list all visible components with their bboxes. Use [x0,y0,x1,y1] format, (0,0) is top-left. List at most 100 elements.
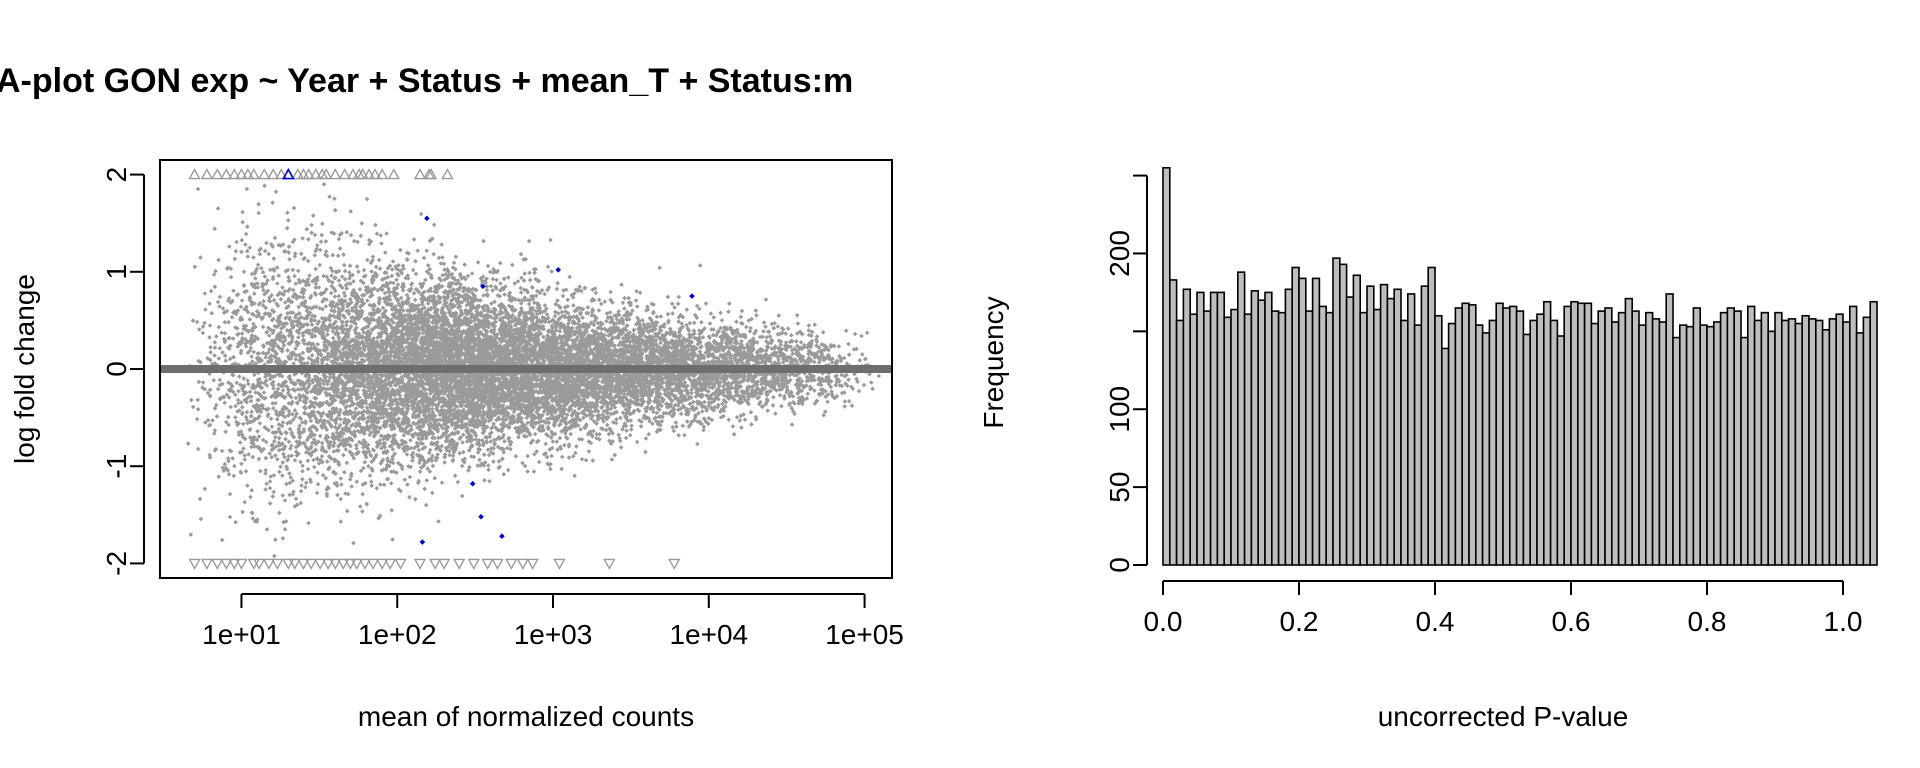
histogram-bar [1549,319,1559,566]
ma-y-axis-label: log fold change [9,274,40,464]
histogram-bar [1182,288,1192,566]
ma-capped-up-marker [200,168,214,180]
histogram-bars [1162,166,1878,566]
histogram-bar [1216,291,1226,566]
ma-capped-down-marker [467,558,480,570]
ma-capped-down-marker [344,558,357,570]
ma-capped-up-marker [338,168,351,180]
ma-significant-point [689,293,695,299]
histogram-bar [1481,332,1491,566]
ma-capped-down-marker [366,558,380,570]
histogram-x-tick-label: 0.4 [1416,606,1455,637]
ma-capped-down-marker [200,558,214,570]
ma-significant-point [480,283,486,290]
ma-capped-down-marker [553,558,566,570]
ma-y-tick-label: 2 [101,167,132,183]
ma-significant-point [424,215,430,222]
histogram-bar [1515,310,1525,566]
ma-capped-up-marker [241,168,255,180]
ma-capped-down-marker [228,558,241,570]
ma-y-axis: -2 -1 0 1 2 [101,167,145,576]
histogram-bar [1379,283,1389,566]
ma-capped-up-marker [387,168,400,180]
ma-x-tick-label: 1e+05 [825,619,904,650]
histogram-bar [1645,311,1654,566]
histogram-bar [1447,322,1457,566]
ma-capped-up-marker [267,168,280,180]
histogram-bar [1563,305,1572,566]
histogram-bar [1502,307,1511,566]
histogram-bar [1726,307,1736,566]
ma-capped-up-marker [375,168,389,180]
ma-capped-down-marker [188,558,201,570]
histogram-y-tick-label: 50 [1104,472,1135,503]
histogram-bar [1230,308,1239,566]
histogram-bar [1665,293,1674,566]
histogram-bar [1318,305,1328,566]
histogram-bar [1679,324,1688,566]
histogram-bar [1203,310,1212,566]
ma-capped-down-marker [262,558,276,570]
histogram-bar [1849,305,1858,566]
histogram-bar [1787,318,1797,566]
ma-significant-point [478,513,484,520]
ma-capped-up-marker [441,168,454,180]
histogram-x-tick-label: 1.0 [1824,606,1863,637]
histogram-bar [1767,330,1776,566]
ma-x-tick-label: 1e+03 [514,619,593,650]
histogram-bar [1509,305,1518,566]
ma-capped-up-marker [309,168,322,180]
ma-capped-down-marker [481,558,494,570]
histogram-bar [1284,288,1294,566]
histogram-bar [1543,300,1552,566]
ma-capped-down-marker [437,558,451,570]
histogram-bar [1631,310,1640,566]
ma-capped-up-marker [413,168,427,180]
histogram-bar [1855,332,1865,566]
ma-capped-up-marker [356,168,369,180]
histogram-bar [1828,318,1838,566]
histogram-bar [1862,316,1872,566]
histogram-bar [1434,314,1443,566]
ma-plot-title: A-plot GON exp ~ Year + Status + mean_T … [0,62,853,100]
ma-significant-point [555,267,562,273]
histogram-bar [1570,300,1579,566]
histogram-bar [1604,307,1613,566]
histogram-bar [1719,311,1729,566]
histogram-x-tick-label: 0.0 [1144,606,1183,637]
histogram-bar [1162,166,1171,566]
histogram-bar [1175,319,1185,566]
histogram-bar [1638,324,1647,566]
ma-capped-down-marker [220,558,233,570]
ma-capped-down-marker [505,558,518,570]
histogram-bar [1311,277,1321,566]
histogram-x-axis-label: uncorrected P-value [1378,701,1629,732]
histogram-bar [1801,314,1810,566]
ma-capped-down-marker [358,558,372,570]
histogram-bar [1345,296,1355,566]
ma-x-tick-label: 1e+04 [669,619,748,650]
histogram-x-tick-label: 0.6 [1552,606,1591,637]
ma-capped-up-marker [275,168,288,180]
histogram-bar [1821,328,1831,566]
ma-capped-up-marker [247,168,260,180]
ma-y-tick-label: 0 [101,361,132,377]
histogram-bar [1577,302,1586,566]
ma-x-tick-label: 1e+02 [358,619,437,650]
histogram-bar [1366,285,1375,566]
histogram-bar [1692,307,1702,566]
histogram-bar [1522,333,1532,566]
histogram-bar [1413,324,1423,566]
ma-capped-down-marker [350,558,363,570]
ma-capped-markers [188,168,681,570]
histogram-bar [1373,308,1382,566]
ma-capped-up-marker [235,168,248,180]
histogram-bar [1583,302,1593,566]
histogram-bar [1291,266,1300,566]
histogram-x-axis: 0.0 0.2 0.4 0.6 0.8 1.0 [1144,580,1863,637]
histogram-bar [1393,288,1402,566]
histogram-bar [1733,310,1742,566]
histogram-bar [1407,293,1416,566]
histogram-bar [1264,291,1273,566]
ma-x-axis: 1e+01 1e+02 1e+03 1e+04 1e+05 [202,593,904,650]
